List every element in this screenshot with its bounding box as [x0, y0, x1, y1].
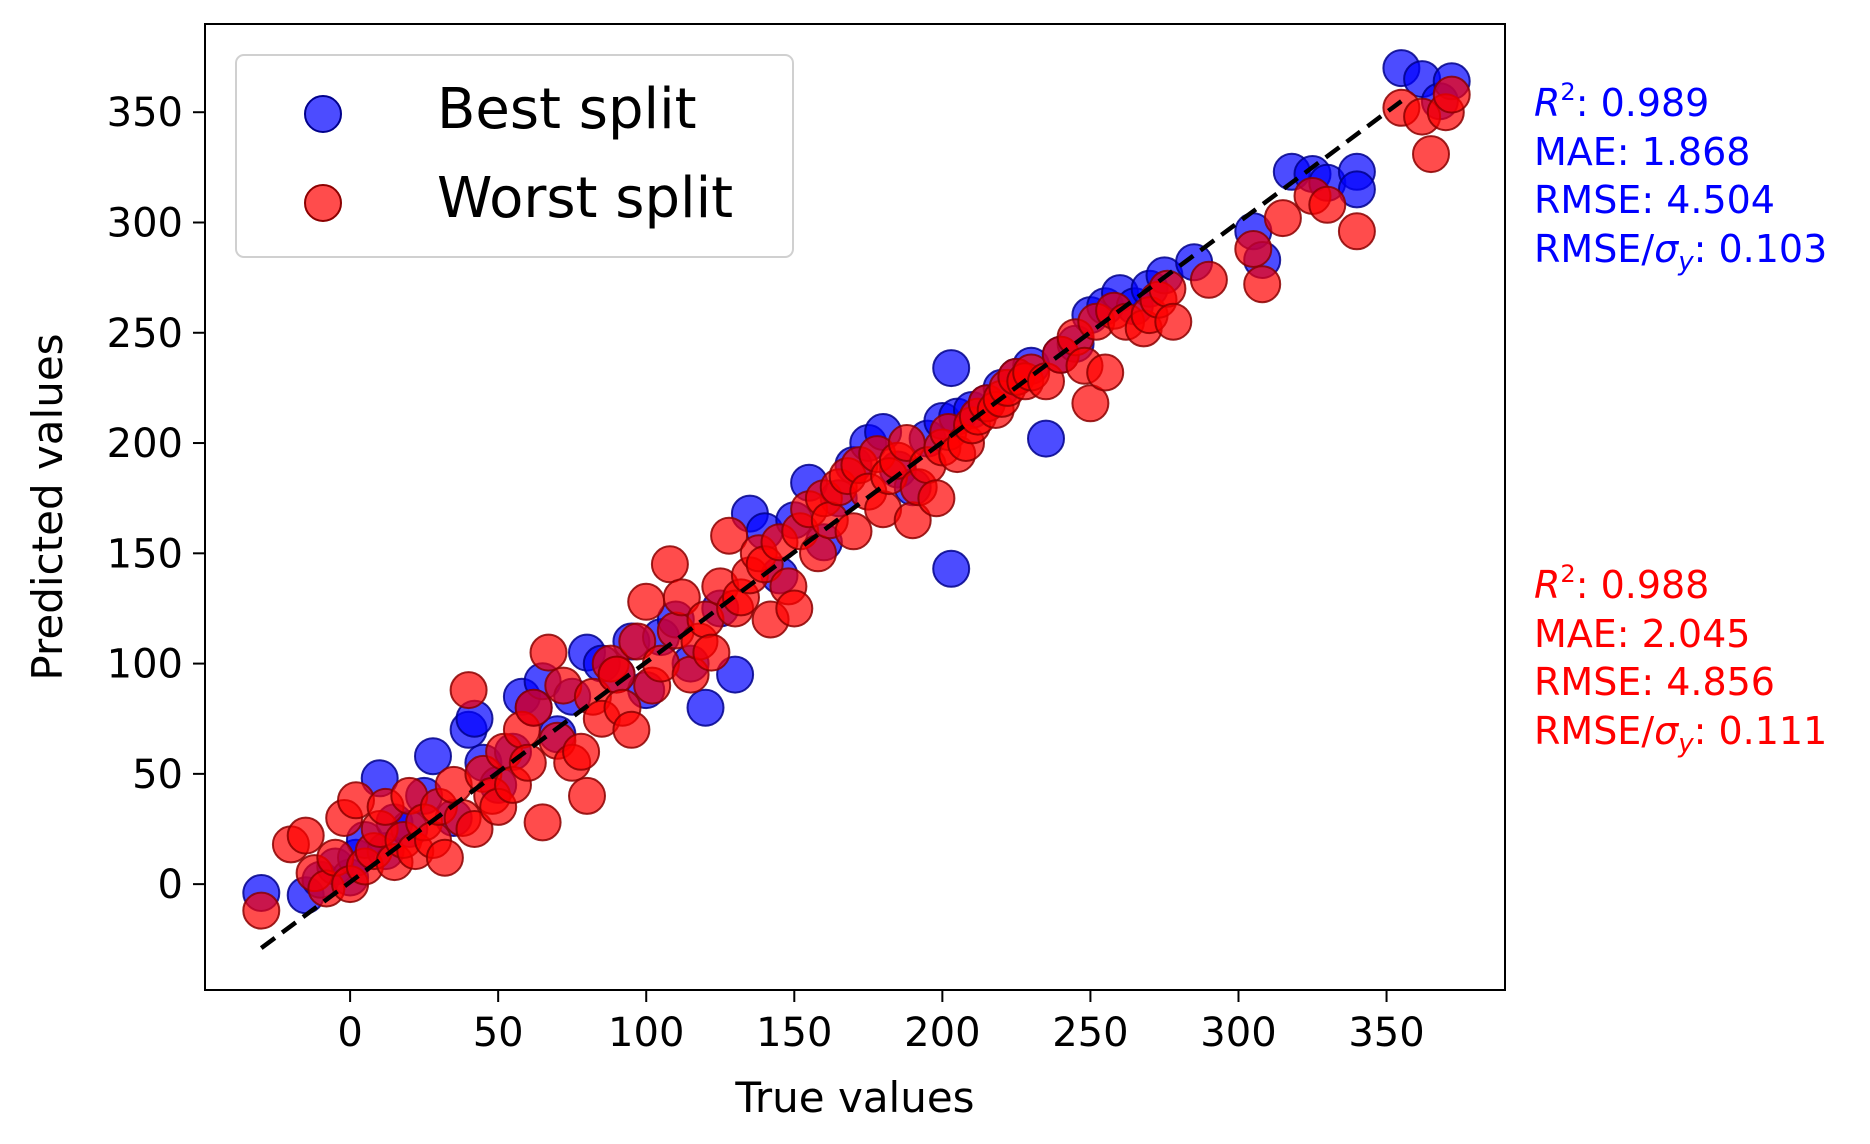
legend-label-best-split: Best split — [437, 77, 697, 142]
worst-split-point-119 — [1308, 185, 1347, 224]
legend-label-worst-split: Worst split — [437, 166, 733, 231]
worst-rmse: RMSE: 4.856 — [1534, 660, 1775, 704]
x-tick-label: 350 — [1348, 1010, 1424, 1056]
identity-reference-line — [259, 99, 1403, 950]
x-axis-label: True values — [734, 1073, 974, 1122]
worst-split-point-31 — [508, 743, 547, 782]
y-tick-label: 250 — [107, 311, 183, 357]
worst-split-point-24 — [455, 810, 494, 848]
best-split-point-57 — [1027, 419, 1065, 458]
x-tick-label: 300 — [1200, 1010, 1276, 1056]
x-tick-label: 200 — [904, 1010, 980, 1056]
worst-rmse-sigma-line: RMSE/σy: 0.111 — [1534, 707, 1828, 759]
worst-split-point-106 — [1086, 353, 1125, 392]
best-rmse: RMSE: 4.504 — [1534, 178, 1775, 222]
worst-split-point-120 — [1337, 212, 1376, 251]
worst-split-point-46 — [618, 622, 657, 661]
worst-split-point-86 — [917, 479, 956, 518]
best-rmse-sigma-value: : 0.103 — [1693, 226, 1828, 271]
r2-exponent: 2 — [1560, 560, 1576, 588]
worst-r2-value: : 0.988 — [1575, 563, 1710, 607]
worst-split-point-58 — [710, 516, 749, 555]
y-axis-ticks: 0 50 100 150 200 250 300 350 — [107, 90, 205, 908]
best-mae: MAE: 1.868 — [1534, 129, 1751, 174]
worst-split-point-33 — [523, 803, 562, 842]
plot-frame — [204, 23, 1506, 991]
worst-mae: MAE: 2.045 — [1534, 611, 1751, 656]
worst-split-point-0 — [242, 891, 281, 930]
r2-symbol: R — [1534, 81, 1561, 125]
worst-split-point-116 — [1243, 265, 1282, 304]
worst-split-point-34 — [529, 633, 568, 672]
worst-rmse-sigma-value: : 0.111 — [1693, 708, 1828, 753]
worst-split-point-2 — [286, 816, 325, 855]
best-split-point-34 — [716, 655, 755, 694]
worst-split-point-104 — [1071, 384, 1110, 423]
best-rmse-sigma-line: RMSE/σy: 0.103 — [1534, 225, 1828, 277]
best-split-point-49 — [932, 349, 971, 388]
worst-split-point-113 — [1154, 302, 1193, 341]
worst-split-point-38 — [562, 732, 601, 771]
x-tick-label: 0 — [337, 1010, 362, 1056]
sigma-symbol: σ — [1654, 708, 1679, 753]
rmse-sigma-prefix: RMSE/ — [1534, 708, 1655, 753]
x-tick-label: 150 — [756, 1010, 832, 1056]
legend-marker-best-split — [304, 95, 342, 133]
worst-split-point-23 — [449, 671, 488, 710]
worst-split-point-125 — [1432, 75, 1471, 114]
worst-split-point-20 — [425, 838, 464, 877]
best-r2-line: R2: 0.989 — [1534, 79, 1827, 128]
best-split-point-32 — [686, 688, 725, 727]
worst-r2-line: R2: 0.988 — [1534, 561, 1827, 610]
r2-symbol: R — [1534, 563, 1561, 607]
worst-split-point-123 — [1412, 135, 1450, 174]
best-split-point-12 — [414, 737, 452, 776]
x-axis-ticks: 0 50 100 150 200 250 300 350 — [337, 990, 1425, 1056]
y-tick-label: 0 — [158, 862, 183, 908]
rmse-sigma-prefix: RMSE/ — [1534, 226, 1655, 271]
worst-split-point-50 — [650, 545, 689, 584]
x-tick-label: 50 — [473, 1010, 524, 1056]
sigma-subscript: y — [1678, 246, 1694, 277]
legend: Best split Worst split — [235, 54, 794, 258]
r2-exponent: 2 — [1560, 78, 1576, 106]
worst-split-point-115 — [1234, 230, 1273, 268]
worst-split-point-70 — [799, 534, 837, 573]
worst-split-points — [242, 75, 1471, 930]
best-r2-value: : 0.989 — [1575, 81, 1710, 125]
worst-split-point-32 — [514, 688, 553, 727]
worst-split-point-114 — [1189, 260, 1228, 299]
best-split-point-50 — [932, 549, 971, 588]
worst-split-point-47 — [627, 582, 666, 621]
x-tick-label: 100 — [608, 1010, 684, 1056]
worst-split-point-56 — [692, 633, 731, 672]
legend-marker-worst-split — [304, 184, 342, 222]
worst-split-point-45 — [612, 710, 651, 749]
x-tick-label: 250 — [1052, 1010, 1128, 1056]
sigma-symbol: σ — [1654, 226, 1679, 271]
y-tick-label: 200 — [107, 421, 183, 467]
worst-split-point-39 — [568, 776, 606, 815]
best-split-point-73 — [1337, 170, 1376, 209]
y-tick-label: 350 — [107, 90, 183, 136]
worst-split-point-52 — [662, 578, 701, 617]
worst-split-point-75 — [834, 512, 873, 551]
worst-split-metrics: R2: 0.988 MAE: 2.045 RMSE: 4.856 RMSE/σy… — [1534, 561, 1828, 759]
y-tick-label: 100 — [107, 642, 183, 688]
y-tick-label: 300 — [107, 200, 183, 246]
worst-split-point-67 — [775, 589, 814, 628]
y-tick-label: 150 — [107, 531, 183, 577]
worst-split-point-117 — [1263, 199, 1302, 238]
best-split-metrics: R2: 0.989 MAE: 1.868 RMSE: 4.504 RMSE/σy… — [1534, 79, 1828, 277]
y-tick-label: 50 — [132, 752, 183, 798]
legend-box — [235, 54, 794, 258]
sigma-subscript: y — [1678, 728, 1694, 759]
y-axis-label: Predicted values — [23, 333, 72, 680]
